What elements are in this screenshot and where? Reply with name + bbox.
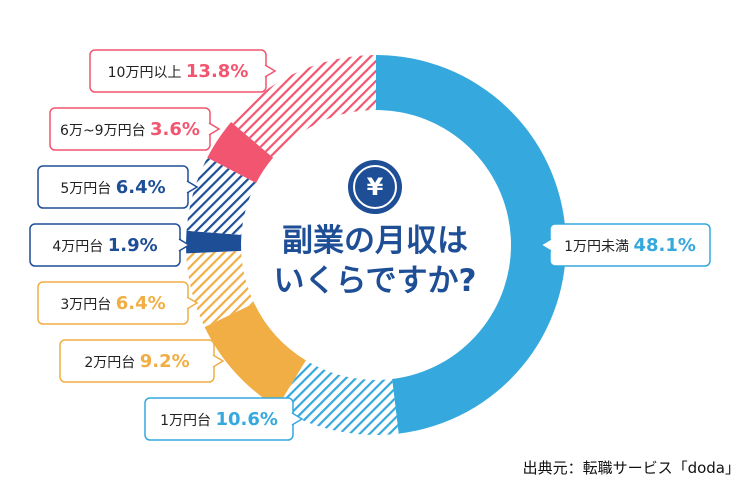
donut-slice: [204, 303, 306, 408]
label-pointer: [178, 238, 191, 252]
svg-text:4万円台 1.9%: 4万円台 1.9%: [52, 235, 157, 256]
chart-title-line-2: いくらですか?: [273, 263, 477, 299]
slice-label: 4万円台 1.9%: [29, 223, 191, 267]
donut-slice: [277, 360, 399, 435]
donut-slice: [186, 230, 242, 254]
slice-label-text: 2万円台: [84, 355, 139, 371]
slice-label: 1万円台 10.6%: [144, 397, 304, 441]
slice-value-text: 9.2%: [140, 351, 190, 372]
slice-label: 6万~9万円台 3.6%: [49, 107, 221, 151]
svg-text:1万円未満 48.1%: 1万円未満 48.1%: [564, 235, 696, 256]
slice-value-text: 13.8%: [186, 61, 248, 82]
slice-value-text: 3.6%: [150, 119, 200, 140]
slice-value-text: 48.1%: [633, 235, 695, 256]
slice-label-text: 10万円以上: [108, 65, 186, 81]
svg-text:10万円以上 13.8%: 10万円以上 13.8%: [108, 61, 249, 82]
slice-label: 3万円台 6.4%: [37, 281, 199, 325]
label-pointer: [186, 180, 199, 194]
slice-label-text: 1万円台: [160, 413, 215, 429]
slice-label: 2万円台 9.2%: [59, 339, 225, 383]
donut-slice: [186, 250, 255, 327]
slice-label-text: 4万円台: [52, 239, 107, 255]
donut-slice: [186, 157, 257, 235]
donut-slice: [376, 55, 567, 434]
label-pointer: [291, 412, 304, 426]
label-pointer: [264, 64, 277, 78]
slice-label: 1万円未満 48.1%: [539, 223, 711, 267]
yen-icon: ¥: [348, 160, 402, 214]
slice-label-text: 1万円未満: [564, 239, 633, 255]
slice-value-text: 6.4%: [116, 293, 166, 314]
donut-slice: [231, 55, 376, 158]
slice-value-text: 6.4%: [116, 177, 166, 198]
label-pointer: [212, 354, 225, 368]
source-note: 出典元：転職サービス「doda」: [522, 459, 740, 477]
svg-text:1万円台 10.6%: 1万円台 10.6%: [160, 409, 278, 430]
slice-label-text: 3万円台: [60, 297, 115, 313]
slice-label: 5万円台 6.4%: [37, 165, 199, 209]
svg-text:2万円台 9.2%: 2万円台 9.2%: [84, 351, 189, 372]
donut-slice: [207, 122, 274, 183]
label-pointer: [186, 296, 199, 310]
svg-text:3万円台 6.4%: 3万円台 6.4%: [60, 293, 165, 314]
label-pointer: [539, 238, 552, 252]
svg-text:6万~9万円台 3.6%: 6万~9万円台 3.6%: [60, 119, 200, 140]
slice-value-text: 10.6%: [215, 409, 277, 430]
yen-glyph: ¥: [353, 165, 397, 209]
slice-label-text: 6万~9万円台: [60, 123, 150, 139]
label-pointer: [208, 122, 221, 136]
chart-title-line-1: 副業の月収は: [282, 223, 468, 259]
svg-text:5万円台 6.4%: 5万円台 6.4%: [60, 177, 165, 198]
slice-label: 10万円以上 13.8%: [89, 49, 277, 93]
slice-label-text: 5万円台: [60, 181, 115, 197]
slice-value-text: 1.9%: [108, 235, 158, 256]
